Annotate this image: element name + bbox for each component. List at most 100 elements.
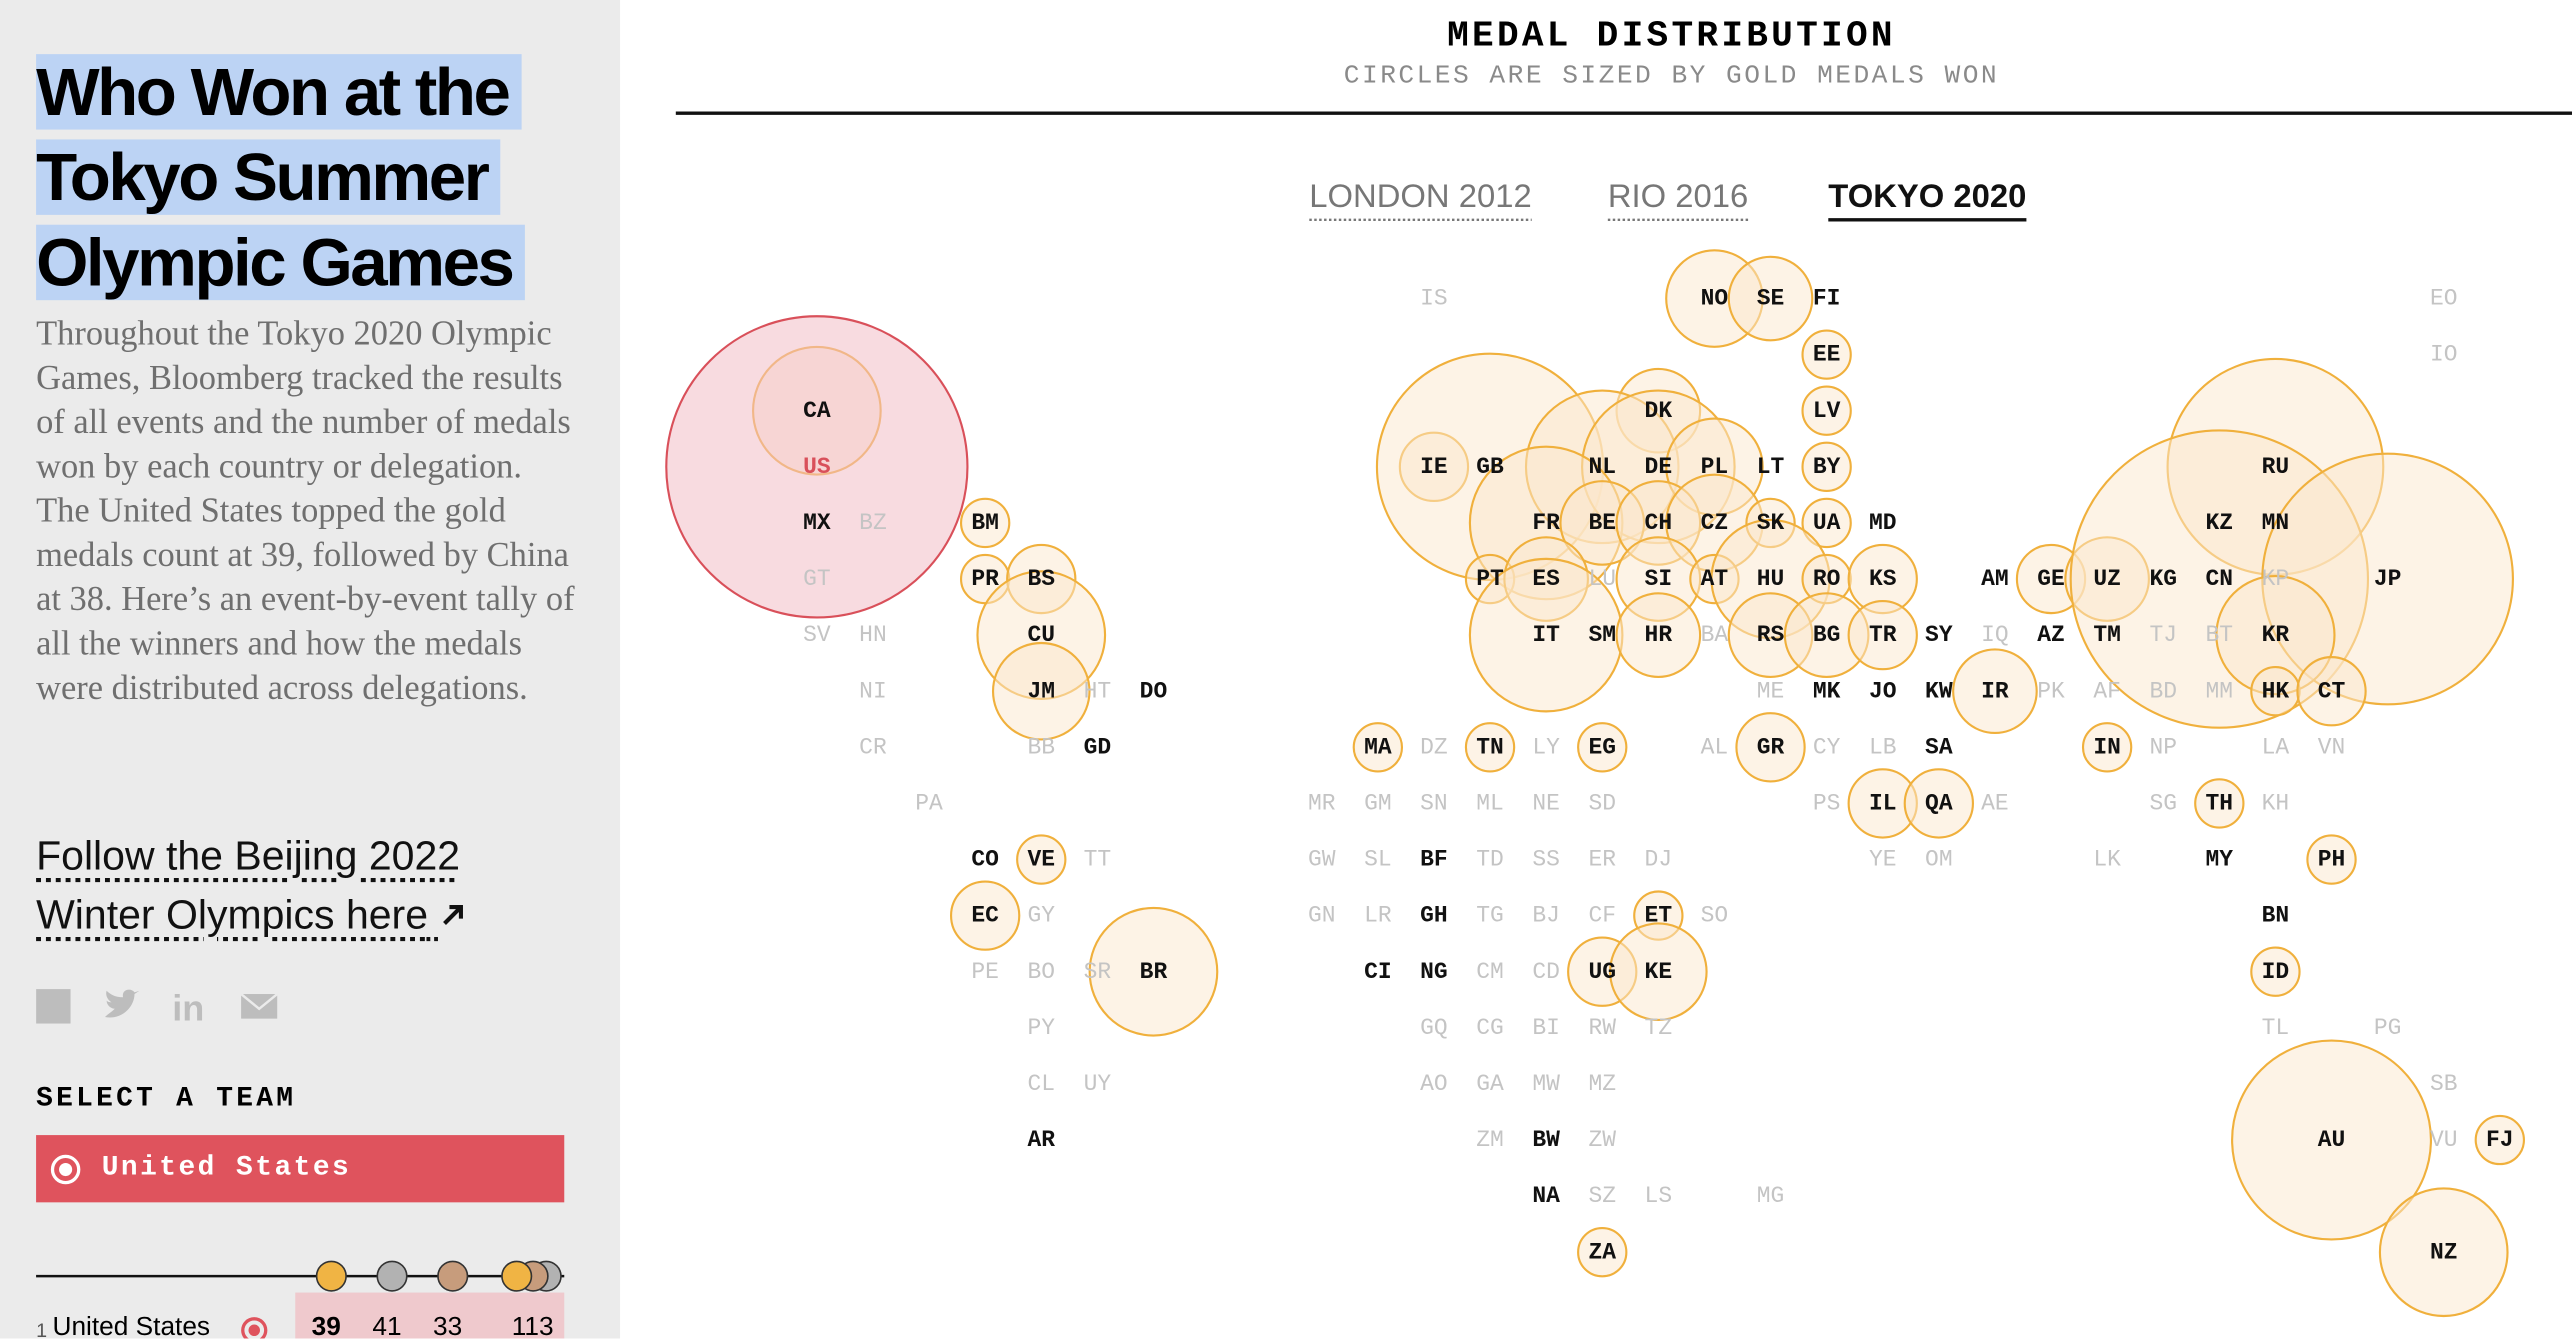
- country-code[interactable]: AZ: [2037, 622, 2065, 648]
- country-code[interactable]: BG: [1813, 622, 1841, 648]
- country-code[interactable]: SK: [1757, 510, 1785, 536]
- country-code[interactable]: RW: [1588, 1015, 1616, 1041]
- country-code[interactable]: NZ: [2430, 1239, 2458, 1265]
- country-code[interactable]: MD: [1869, 510, 1897, 536]
- country-code[interactable]: MM: [2206, 678, 2234, 704]
- tab[interactable]: LONDON 2012: [1309, 177, 1531, 214]
- country-code[interactable]: EE: [1813, 342, 1841, 368]
- country-code[interactable]: SZ: [1588, 1183, 1616, 1209]
- country-code[interactable]: SN: [1420, 790, 1448, 816]
- country-code[interactable]: LA: [2262, 734, 2290, 760]
- country-code[interactable]: TZ: [1645, 1015, 1673, 1041]
- country-code[interactable]: BR: [1140, 959, 1168, 985]
- country-code[interactable]: SY: [1925, 622, 1953, 648]
- country-code[interactable]: IN: [2093, 734, 2121, 760]
- country-code[interactable]: GA: [1476, 1071, 1504, 1097]
- country-code[interactable]: RU: [2262, 454, 2290, 480]
- country-code[interactable]: CG: [1476, 1015, 1504, 1041]
- country-code[interactable]: UY: [1084, 1071, 1112, 1097]
- country-code[interactable]: EG: [1588, 734, 1616, 760]
- country-code[interactable]: GH: [1420, 903, 1448, 929]
- country-code[interactable]: BE: [1588, 510, 1616, 536]
- country-code[interactable]: TH: [2206, 790, 2234, 816]
- country-code[interactable]: PL: [1701, 454, 1729, 480]
- country-code[interactable]: AR: [1027, 1127, 1055, 1153]
- country-code[interactable]: DE: [1645, 454, 1673, 480]
- country-code[interactable]: NI: [859, 678, 887, 704]
- country-code[interactable]: CZ: [1701, 510, 1729, 536]
- country-code[interactable]: CR: [859, 734, 887, 760]
- country-code[interactable]: PE: [971, 959, 999, 985]
- country-code[interactable]: JP: [2374, 566, 2402, 592]
- country-code[interactable]: GY: [1027, 903, 1055, 929]
- country-code[interactable]: MA: [1364, 734, 1392, 760]
- country-code[interactable]: US: [803, 454, 831, 480]
- country-code[interactable]: CO: [971, 847, 999, 873]
- country-code[interactable]: IE: [1420, 454, 1448, 480]
- country-code[interactable]: UG: [1588, 959, 1616, 985]
- country-code[interactable]: HR: [1645, 622, 1673, 648]
- country-code[interactable]: ET: [1645, 903, 1673, 929]
- country-code[interactable]: ES: [1532, 566, 1560, 592]
- country-code[interactable]: BF: [1420, 847, 1448, 873]
- country-code[interactable]: HN: [859, 622, 887, 648]
- country-code[interactable]: AF: [2093, 678, 2121, 704]
- country-code[interactable]: BB: [1027, 734, 1055, 760]
- country-code[interactable]: JM: [1027, 678, 1055, 704]
- country-code[interactable]: MX: [803, 510, 831, 536]
- country-code[interactable]: IR: [1981, 678, 2009, 704]
- country-code[interactable]: TG: [1476, 903, 1504, 929]
- country-code[interactable]: KS: [1869, 566, 1897, 592]
- country-code[interactable]: BZ: [859, 510, 887, 536]
- country-code[interactable]: LT: [1757, 454, 1785, 480]
- country-code[interactable]: SE: [1757, 286, 1785, 312]
- country-code[interactable]: QA: [1925, 790, 1953, 816]
- country-code[interactable]: MW: [1532, 1071, 1560, 1097]
- country-code[interactable]: LV: [1813, 398, 1841, 424]
- country-code[interactable]: MR: [1308, 790, 1336, 816]
- country-code[interactable]: IS: [1420, 286, 1448, 312]
- country-code[interactable]: BY: [1813, 454, 1841, 480]
- country-code[interactable]: CN: [2206, 566, 2234, 592]
- country-code[interactable]: LK: [2093, 847, 2121, 873]
- country-code[interactable]: MK: [1813, 678, 1841, 704]
- country-code[interactable]: BS: [1027, 566, 1055, 592]
- country-code[interactable]: CT: [2318, 678, 2346, 704]
- country-code[interactable]: SG: [2149, 790, 2177, 816]
- linkedin-icon[interactable]: in: [172, 987, 204, 1026]
- country-code[interactable]: PH: [2318, 847, 2346, 873]
- country-code[interactable]: CU: [1027, 622, 1055, 648]
- country-code[interactable]: MN: [2262, 510, 2290, 536]
- country-code[interactable]: LU: [1588, 566, 1616, 592]
- country-code[interactable]: TT: [1084, 847, 1112, 873]
- country-code[interactable]: FI: [1813, 286, 1841, 312]
- country-code[interactable]: SS: [1532, 847, 1560, 873]
- country-code[interactable]: BM: [971, 510, 999, 536]
- country-code[interactable]: PY: [1027, 1015, 1055, 1041]
- tab[interactable]: TOKYO 2020: [1828, 177, 2026, 214]
- country-code[interactable]: ID: [2262, 959, 2290, 985]
- country-code[interactable]: PS: [1813, 790, 1841, 816]
- country-code[interactable]: MZ: [1588, 1071, 1616, 1097]
- country-code[interactable]: DO: [1140, 678, 1168, 704]
- country-code[interactable]: GD: [1084, 734, 1112, 760]
- facebook-icon[interactable]: [36, 989, 71, 1024]
- country-code[interactable]: SA: [1925, 734, 1953, 760]
- country-code[interactable]: BT: [2206, 622, 2234, 648]
- country-code[interactable]: BA: [1701, 622, 1729, 648]
- team-select[interactable]: United States: [36, 1135, 565, 1203]
- country-code[interactable]: BO: [1027, 959, 1055, 985]
- country-code[interactable]: NG: [1420, 959, 1448, 985]
- country-code[interactable]: GM: [1364, 790, 1392, 816]
- country-code[interactable]: CH: [1645, 510, 1673, 536]
- country-code[interactable]: RO: [1813, 566, 1841, 592]
- country-code[interactable]: PG: [2374, 1015, 2402, 1041]
- country-code[interactable]: GR: [1757, 734, 1785, 760]
- country-code[interactable]: IT: [1532, 622, 1560, 648]
- country-code[interactable]: HK: [2262, 678, 2290, 704]
- country-code[interactable]: LY: [1532, 734, 1560, 760]
- country-code[interactable]: AO: [1420, 1071, 1448, 1097]
- country-code[interactable]: TD: [1476, 847, 1504, 873]
- country-code[interactable]: KW: [1925, 678, 1953, 704]
- country-code[interactable]: SI: [1645, 566, 1673, 592]
